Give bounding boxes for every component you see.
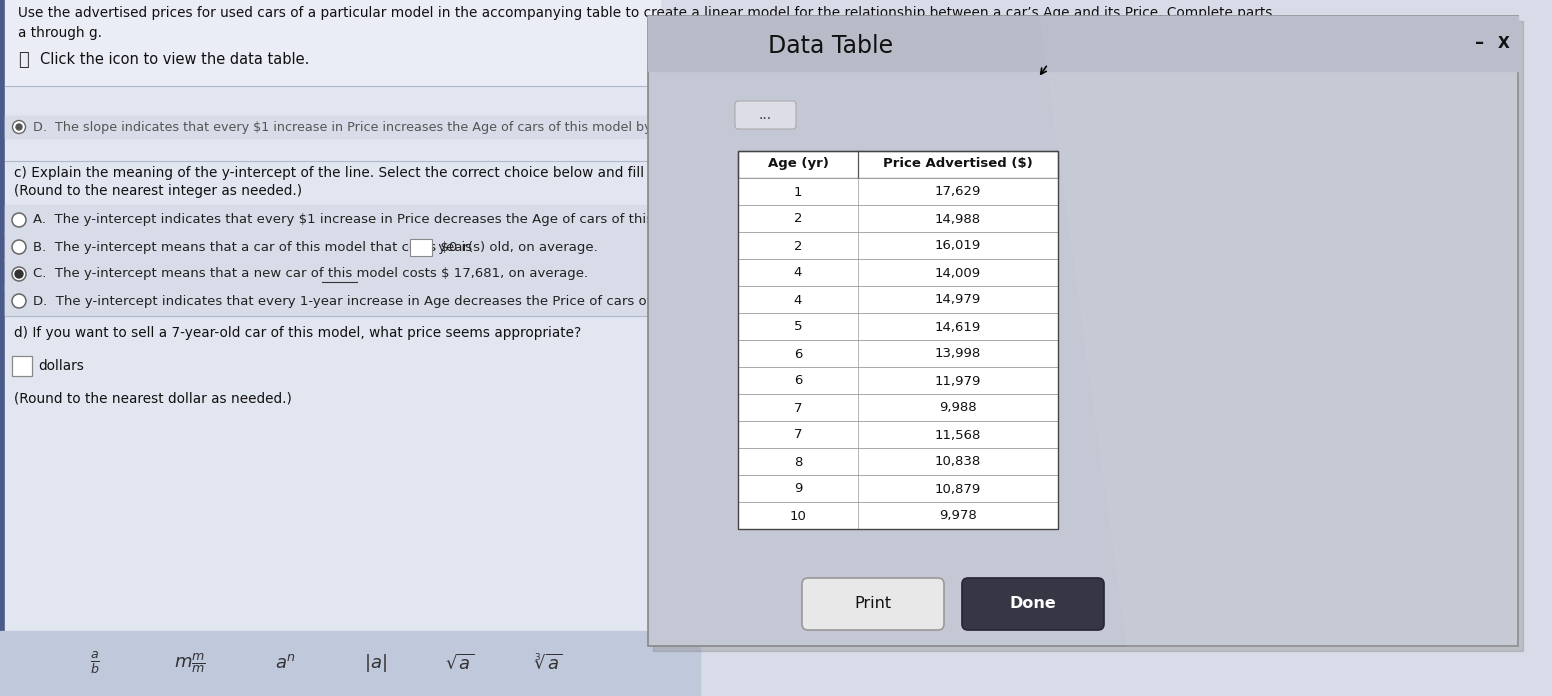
Circle shape [16, 124, 22, 130]
Text: d) If you want to sell a 7-year-old car of this model, what price seems appropri: d) If you want to sell a 7-year-old car … [14, 326, 582, 340]
Text: 11,979: 11,979 [934, 374, 981, 388]
Text: ⧉: ⧉ [19, 51, 29, 69]
Bar [739, 448, 1058, 475]
Bar [12, 356, 33, 376]
Text: year(s) old, on average.: year(s) old, on average. [435, 241, 598, 253]
Circle shape [12, 213, 26, 227]
Text: $\frac{a}{b}$: $\frac{a}{b}$ [90, 650, 99, 677]
Text: 5: 5 [793, 320, 802, 333]
Text: $m\frac{m}{m}$: $m\frac{m}{m}$ [174, 651, 206, 675]
Bar [739, 286, 1058, 313]
Text: 14,988: 14,988 [934, 212, 981, 226]
Text: B.  The y-intercept means that a car of this model that costs $0 is: B. The y-intercept means that a car of t… [33, 241, 476, 253]
Bar [649, 16, 1518, 646]
Text: 4: 4 [793, 294, 802, 306]
Text: Print: Print [855, 596, 891, 612]
Bar [5, 232, 660, 262]
Text: $\sqrt{a}$: $\sqrt{a}$ [445, 654, 475, 672]
Text: 10: 10 [790, 509, 807, 523]
Bar [739, 421, 1058, 448]
Bar [739, 232, 1058, 259]
Text: Price Advertised ($): Price Advertised ($) [883, 157, 1034, 171]
Text: $|a|$: $|a|$ [363, 652, 386, 674]
Text: A.  The y-intercept indicates that every $1 increase in Price decreases the Age : A. The y-intercept indicates that every … [33, 214, 678, 226]
Bar [5, 286, 660, 316]
FancyBboxPatch shape [802, 578, 944, 630]
Bar [0, 0, 5, 696]
Text: 10,838: 10,838 [934, 455, 981, 468]
Text: 6: 6 [793, 347, 802, 361]
Bar [739, 178, 1058, 205]
Bar [739, 205, 1058, 232]
Bar [739, 394, 1058, 421]
Text: Age (yr): Age (yr) [768, 157, 829, 171]
FancyBboxPatch shape [736, 101, 796, 129]
Bar [739, 475, 1058, 502]
Text: 10,879: 10,879 [934, 482, 981, 496]
Bar [739, 502, 1058, 529]
Text: 11,568: 11,568 [934, 429, 981, 441]
Bar [739, 151, 1058, 529]
Text: (Round to the nearest dollar as needed.): (Round to the nearest dollar as needed.) [14, 391, 292, 405]
Text: X: X [1498, 35, 1510, 51]
Text: c) Explain the meaning of the y-intercept of the line. Select the correct choice: c) Explain the meaning of the y-intercep… [14, 166, 717, 180]
Text: (Round to the nearest integer as needed.): (Round to the nearest integer as needed.… [14, 184, 303, 198]
Bar [739, 340, 1058, 367]
Text: $\sqrt[3]{a}$: $\sqrt[3]{a}$ [534, 654, 562, 672]
Text: 13,998: 13,998 [934, 347, 981, 361]
Bar [0, 631, 700, 696]
Text: 14,009: 14,009 [934, 267, 981, 280]
Text: 17,629: 17,629 [934, 186, 981, 198]
Text: D.  The slope indicates that every $1 increase in Price increases the Age of car: D. The slope indicates that every $1 inc… [33, 120, 652, 134]
Text: Data Table: Data Table [768, 34, 892, 58]
Text: 7: 7 [793, 429, 802, 441]
Text: 16,019: 16,019 [934, 239, 981, 253]
Circle shape [12, 240, 26, 254]
Text: 9,988: 9,988 [939, 402, 976, 415]
Bar [739, 259, 1058, 286]
Text: Click the icon to view the data table.: Click the icon to view the data table. [40, 52, 309, 68]
Text: 1: 1 [793, 186, 802, 198]
Bar [5, 116, 660, 138]
Bar [739, 313, 1058, 340]
Circle shape [12, 120, 25, 134]
Bar [739, 367, 1058, 394]
Text: dollars: dollars [37, 359, 84, 373]
Text: 9,978: 9,978 [939, 509, 976, 523]
Text: 9: 9 [793, 482, 802, 496]
Text: 7: 7 [793, 402, 802, 415]
Text: 2: 2 [793, 212, 802, 226]
Text: Done: Done [1010, 596, 1057, 612]
Bar [5, 259, 660, 289]
Bar [5, 205, 660, 235]
Text: 2: 2 [793, 239, 802, 253]
Circle shape [16, 270, 23, 278]
Text: 14,979: 14,979 [934, 294, 981, 306]
Text: D.  The y-intercept indicates that every 1-year increase in Age decreases the Pr: D. The y-intercept indicates that every … [33, 294, 680, 308]
Text: ...: ... [759, 108, 771, 122]
Text: –: – [1476, 34, 1485, 52]
Text: C.  The y-intercept means that a new car of this model costs $ 17,681, on averag: C. The y-intercept means that a new car … [33, 267, 588, 280]
Text: a through g.: a through g. [19, 26, 102, 40]
Circle shape [12, 294, 26, 308]
Text: $a^{n}$: $a^{n}$ [275, 654, 295, 672]
Bar [5, 0, 660, 86]
Bar [410, 239, 433, 256]
Text: 8: 8 [793, 455, 802, 468]
Bar [5, 86, 660, 696]
Text: Use the advertised prices for used cars of a particular model in the accompanyin: Use the advertised prices for used cars … [19, 6, 1273, 20]
Bar [739, 151, 1058, 178]
Text: 6: 6 [793, 374, 802, 388]
Text: 4: 4 [793, 267, 802, 280]
Text: 14,619: 14,619 [934, 320, 981, 333]
Bar [649, 16, 1518, 71]
FancyBboxPatch shape [962, 578, 1103, 630]
Circle shape [12, 267, 26, 281]
Bar [653, 21, 1523, 651]
